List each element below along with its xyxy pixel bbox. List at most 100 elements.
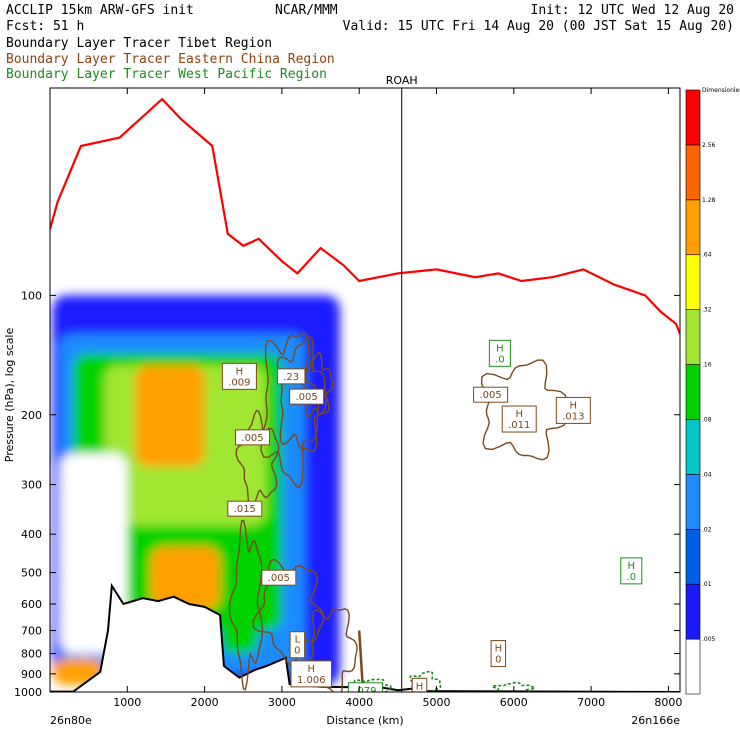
contour-label-value: .0 — [495, 354, 505, 365]
colorbar-level-label: .16 — [702, 362, 712, 369]
contour-label-box — [473, 386, 509, 403]
contour-label-1: .23 — [276, 368, 306, 385]
header-init: Init: 12 UTC Wed 12 Aug 20 — [531, 3, 735, 18]
contour-label-box — [261, 569, 297, 586]
colorbar-level-label: .02 — [702, 526, 712, 533]
contour-label-value: .015 — [234, 504, 256, 515]
contour-label-type: H — [416, 681, 424, 692]
contour-label-15: H — [411, 677, 428, 692]
contour-label-9: H.011 — [501, 405, 537, 433]
y-tick-label: 200 — [21, 409, 42, 422]
contour-label-13: H.0 — [620, 557, 643, 585]
eastern-china-contour-7 — [480, 359, 568, 461]
shading-cell-4 — [135, 365, 205, 467]
contour-label-box — [227, 500, 263, 517]
x-end-left-label: 26n80e — [50, 714, 92, 727]
x-end-right-label: 26n166e — [631, 714, 680, 727]
contour-label-type: H — [496, 343, 504, 354]
colorbar-swatch-0 — [685, 638, 701, 695]
legend-eastern-china: Boundary Layer Tracer Eastern China Regi… — [6, 52, 335, 67]
x-tick-label: 1000 — [113, 696, 141, 709]
tracer-contours — [228, 332, 568, 692]
eastern-china-contour-0 — [260, 332, 320, 489]
y-tick-label: 300 — [21, 479, 42, 492]
contour-label-3: .005 — [235, 429, 271, 446]
colorbar-level-label: 2.56 — [702, 142, 716, 149]
contour-label-type: H — [495, 644, 503, 655]
legend-tibet: Boundary Layer Tracer Tibet Region — [6, 36, 272, 51]
contour-label-type: H — [570, 400, 578, 411]
tracer-shading — [52, 295, 340, 685]
contour-label-value: 1.006 — [297, 675, 326, 686]
colorbar-level-label: .32 — [702, 307, 712, 314]
header-model: ACCLIP 15km ARW-GFS init — [6, 3, 194, 18]
x-tick-label: 3000 — [268, 696, 296, 709]
contour-label-value: .005 — [268, 573, 290, 584]
shading-cell-5 — [150, 546, 221, 610]
contour-label-value: .011 — [508, 420, 530, 431]
tropopause-line — [50, 97, 680, 335]
colorbar-level-label: .08 — [702, 416, 712, 423]
eastern-china-contour-4 — [228, 519, 264, 691]
y-axis-label: Pressure (hPa), log scale — [3, 328, 16, 463]
colorbar-swatch-1 — [685, 583, 701, 640]
colorbar-level-label: 1.28 — [702, 197, 716, 204]
y-tick-label: 900 — [21, 668, 42, 681]
contour-label-value: 0 — [495, 655, 501, 666]
contour-label-10: H.013 — [555, 396, 591, 424]
contour-label-0: H.009 — [221, 362, 257, 390]
contour-label-type: H — [628, 561, 636, 572]
colorbar-level-label: .005 — [702, 636, 716, 643]
y-tick-label: 500 — [21, 567, 42, 580]
x-axis: 1000 2000 3000 4000 5000 6000 7000 8000 — [113, 88, 682, 709]
legend-west-pacific: Boundary Layer Tracer West Pacific Regio… — [6, 67, 327, 82]
y-tick-label: 700 — [21, 625, 42, 638]
plot-frame — [49, 87, 681, 693]
contour-label-box — [411, 677, 428, 692]
terrain-line — [50, 582, 680, 692]
eastern-china-contour-1 — [276, 335, 327, 453]
colorbar-swatch-2 — [685, 528, 701, 585]
colorbar-level-label: .64 — [702, 252, 712, 259]
terrain-layer — [50, 582, 680, 692]
colorbar-title: Dimensionless — [702, 87, 740, 94]
west-pacific-contour-2 — [489, 681, 535, 692]
contour-label-14: .079 — [347, 682, 383, 692]
x-tick-label: 2000 — [191, 696, 219, 709]
eastern-china-contour-2 — [299, 351, 334, 418]
y-tick-label: 800 — [21, 648, 42, 661]
x-tick-label: 8000 — [654, 696, 682, 709]
y-tick-label: 400 — [21, 528, 42, 541]
contour-label-box — [555, 396, 591, 424]
eastern-china-contour-6 — [306, 608, 358, 692]
contour-label-box — [289, 388, 325, 405]
contour-label-box — [620, 557, 643, 585]
contour-label-11: H0 — [490, 640, 507, 668]
colorbar-level-label: .04 — [702, 471, 712, 478]
contour-label-box — [501, 405, 537, 433]
contour-label-7: H1.006 — [290, 660, 333, 688]
contour-label-box — [289, 631, 306, 659]
contour-label-value: .005 — [479, 390, 501, 401]
roah-marker-label: ROAH — [386, 74, 418, 87]
contour-label-value: .009 — [228, 377, 250, 388]
contour-label-value: .23 — [283, 372, 299, 383]
contour-label-value: .0 — [627, 572, 637, 583]
shading-cell-6 — [220, 572, 259, 654]
x-tick-label: 6000 — [500, 696, 528, 709]
colorbar-swatch-4 — [685, 419, 701, 475]
colorbar: .005 .01 .02 .04 .08 .16 .32 .64 1.28 2.56 Dimensi… — [685, 87, 740, 695]
contour-label-12: H.0 — [488, 339, 511, 367]
contour-label-box — [490, 640, 507, 668]
plot-area: H.009.23.005.005.015.005L0H1.006.005H.01… — [50, 88, 680, 692]
colorbar-swatch-9 — [685, 144, 701, 201]
x-tick-label: 4000 — [345, 696, 373, 709]
contour-label-value: .005 — [296, 392, 318, 403]
y-axis: 100 200 300 400 500 600 700 800 900 1000 — [14, 289, 680, 699]
colorbar-swatch-10 — [685, 89, 701, 146]
contour-label-5: .005 — [261, 569, 297, 586]
y-tick-label: 600 — [21, 598, 42, 611]
contour-label-box — [347, 682, 383, 692]
contour-label-type: H — [515, 409, 523, 420]
